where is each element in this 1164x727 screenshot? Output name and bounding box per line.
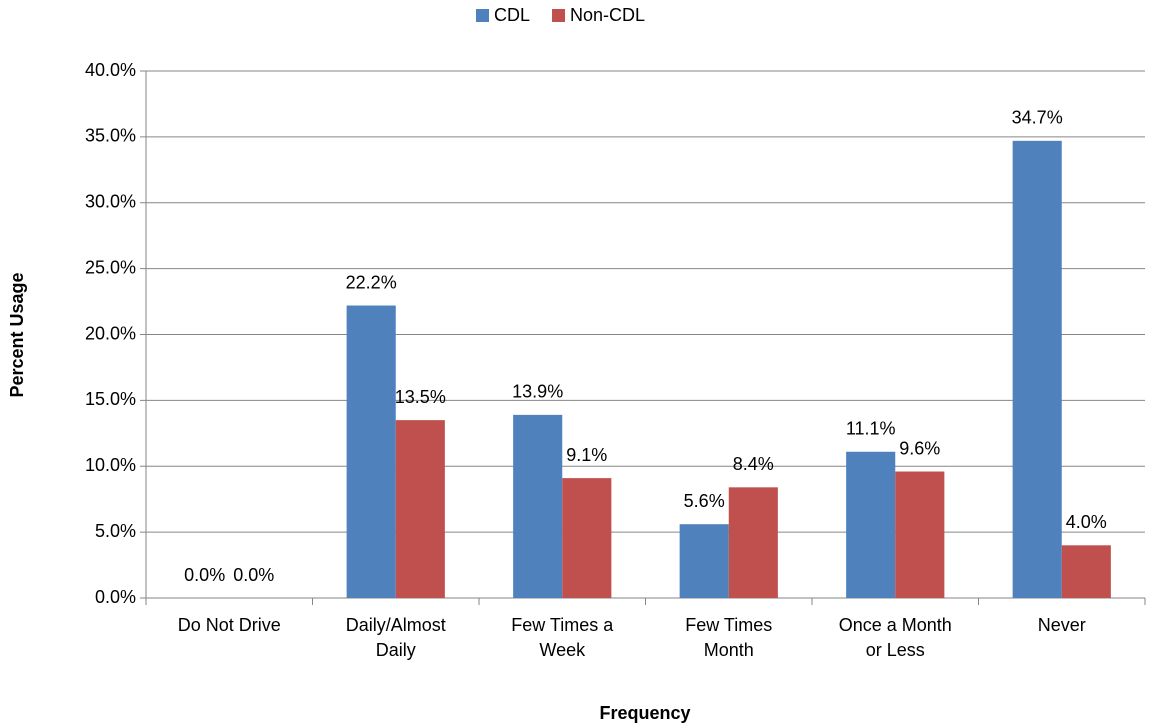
data-label: 8.4% xyxy=(733,454,774,474)
legend-label: CDL xyxy=(494,5,530,25)
data-label: 4.0% xyxy=(1066,512,1107,532)
data-label: 13.5% xyxy=(395,387,446,407)
x-axis-title: Frequency xyxy=(599,703,690,723)
y-tick-label: 10.0% xyxy=(85,455,136,475)
bar xyxy=(895,471,945,598)
data-label: 9.6% xyxy=(899,438,940,458)
bar xyxy=(1012,140,1062,598)
bar xyxy=(395,420,445,598)
x-tick-label: Few Times Month xyxy=(685,615,772,660)
bar xyxy=(1061,545,1111,598)
bar xyxy=(346,305,396,598)
x-tick-label: Do Not Drive xyxy=(178,615,281,635)
y-tick-label: 20.0% xyxy=(85,323,136,343)
data-label: 13.9% xyxy=(512,382,563,402)
data-label: 11.1% xyxy=(846,419,896,439)
bar xyxy=(846,451,896,598)
x-tick-label: Few Times a Week xyxy=(511,615,614,660)
y-tick-label: 35.0% xyxy=(85,126,136,146)
data-label: 0.0% xyxy=(233,565,274,585)
y-tick-label: 15.0% xyxy=(85,389,136,409)
y-axis-title: Percent Usage xyxy=(7,272,27,397)
y-tick-label: 5.0% xyxy=(95,521,136,541)
data-label: 9.1% xyxy=(566,445,607,465)
bar xyxy=(513,414,563,598)
bar xyxy=(728,487,778,598)
bar xyxy=(562,478,612,598)
legend-swatch xyxy=(476,9,489,22)
y-tick-label: 0.0% xyxy=(95,587,136,607)
x-tick-label: Daily/Almost Daily xyxy=(346,615,446,660)
data-label: 5.6% xyxy=(684,491,725,511)
y-tick-label: 25.0% xyxy=(85,257,136,277)
x-tick-label: Once a Month or Less xyxy=(839,615,952,660)
data-label: 34.7% xyxy=(1012,108,1063,128)
legend-label: Non-CDL xyxy=(570,5,645,25)
legend-swatch xyxy=(552,9,566,22)
data-label: 0.0% xyxy=(184,565,225,585)
y-tick-label: 40.0% xyxy=(85,60,136,80)
bar xyxy=(679,524,729,598)
y-tick-label: 30.0% xyxy=(85,192,136,212)
x-tick-label: Never xyxy=(1038,615,1086,635)
data-label: 22.2% xyxy=(346,272,397,292)
